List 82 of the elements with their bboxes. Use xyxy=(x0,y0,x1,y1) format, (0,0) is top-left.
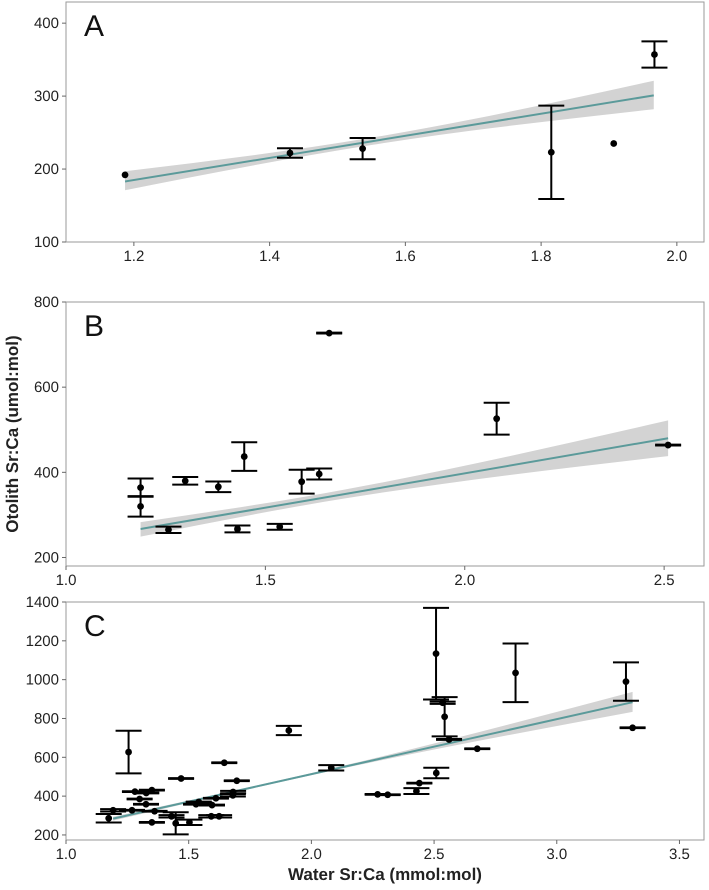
x-tick-label: 3.5 xyxy=(669,846,690,863)
point xyxy=(128,806,136,814)
x-tick-label: 1.0 xyxy=(56,846,76,863)
point xyxy=(220,759,228,766)
point xyxy=(474,745,481,752)
y-tick-label: 400 xyxy=(34,788,59,806)
point xyxy=(151,808,158,815)
y-tick-label: 800 xyxy=(34,294,59,311)
point xyxy=(286,150,294,156)
point xyxy=(110,806,116,814)
x-tick-label: 1.4 xyxy=(259,248,280,265)
point xyxy=(125,748,132,756)
point xyxy=(432,650,440,658)
x-tick-label: 3.0 xyxy=(546,846,568,863)
chart-title: B xyxy=(84,310,104,343)
point xyxy=(622,678,630,685)
point xyxy=(208,802,216,808)
point xyxy=(136,796,143,802)
x-tick-label: 2.0 xyxy=(300,846,322,863)
point xyxy=(212,794,220,802)
point xyxy=(132,788,138,796)
x-tick-label: 1.2 xyxy=(123,248,144,265)
point xyxy=(122,172,128,178)
x-tick-label: 1.0 xyxy=(56,572,76,589)
y-tick-label: 600 xyxy=(34,379,59,396)
x-axis-title: Water Sr:Ca (mmol:mol) xyxy=(288,865,482,884)
point xyxy=(240,453,248,460)
point xyxy=(493,415,500,422)
point xyxy=(416,780,423,786)
point xyxy=(316,470,323,478)
point xyxy=(168,812,175,820)
point xyxy=(664,442,672,448)
x-tick-label: 2.0 xyxy=(454,572,476,589)
point xyxy=(105,814,112,822)
point xyxy=(285,727,292,734)
chart-title: C xyxy=(84,610,106,643)
point xyxy=(446,736,452,743)
y-tick-label: 200 xyxy=(34,161,59,178)
y-tick-label: 800 xyxy=(34,710,59,728)
y-tick-label: 400 xyxy=(34,464,59,482)
y-tick-label: 1000 xyxy=(26,672,59,689)
point xyxy=(326,330,333,336)
y-tick-label: 1400 xyxy=(26,594,59,611)
point xyxy=(298,478,306,486)
point xyxy=(234,526,241,532)
point xyxy=(142,800,150,808)
point xyxy=(629,724,636,732)
point xyxy=(512,669,519,676)
point xyxy=(137,484,144,492)
point xyxy=(182,477,189,484)
x-tick-label: 1.5 xyxy=(254,572,276,589)
x-tick-label: 1.5 xyxy=(178,846,200,863)
point xyxy=(148,818,156,826)
point xyxy=(137,503,144,510)
y-tick-label: 100 xyxy=(34,234,59,251)
x-tick-label: 2.0 xyxy=(666,248,688,265)
x-tick-label: 2.5 xyxy=(424,846,445,863)
y-axis-title: Otolith Sr:Ca (umol:mol) xyxy=(3,335,22,533)
point xyxy=(651,51,658,58)
y-tick-label: 200 xyxy=(34,826,59,844)
point xyxy=(432,770,440,776)
y-tick-label: 400 xyxy=(34,15,59,32)
point xyxy=(233,777,240,784)
y-tick-label: 1200 xyxy=(26,632,59,650)
point xyxy=(548,148,555,156)
y-tick-label: 200 xyxy=(34,549,59,566)
x-tick-label: 1.6 xyxy=(394,248,416,265)
x-tick-label: 2.5 xyxy=(654,572,675,589)
point xyxy=(374,791,382,798)
point xyxy=(208,812,215,820)
y-tick-label: 600 xyxy=(34,749,59,766)
point xyxy=(216,812,223,820)
x-tick-label: 1.8 xyxy=(530,248,552,265)
point xyxy=(214,483,222,490)
chart-title: A xyxy=(84,10,104,43)
point xyxy=(359,145,366,152)
point xyxy=(384,791,392,798)
point xyxy=(610,140,618,147)
point xyxy=(172,820,180,827)
point xyxy=(178,775,184,782)
y-tick-label: 300 xyxy=(34,88,59,106)
point xyxy=(441,713,448,720)
